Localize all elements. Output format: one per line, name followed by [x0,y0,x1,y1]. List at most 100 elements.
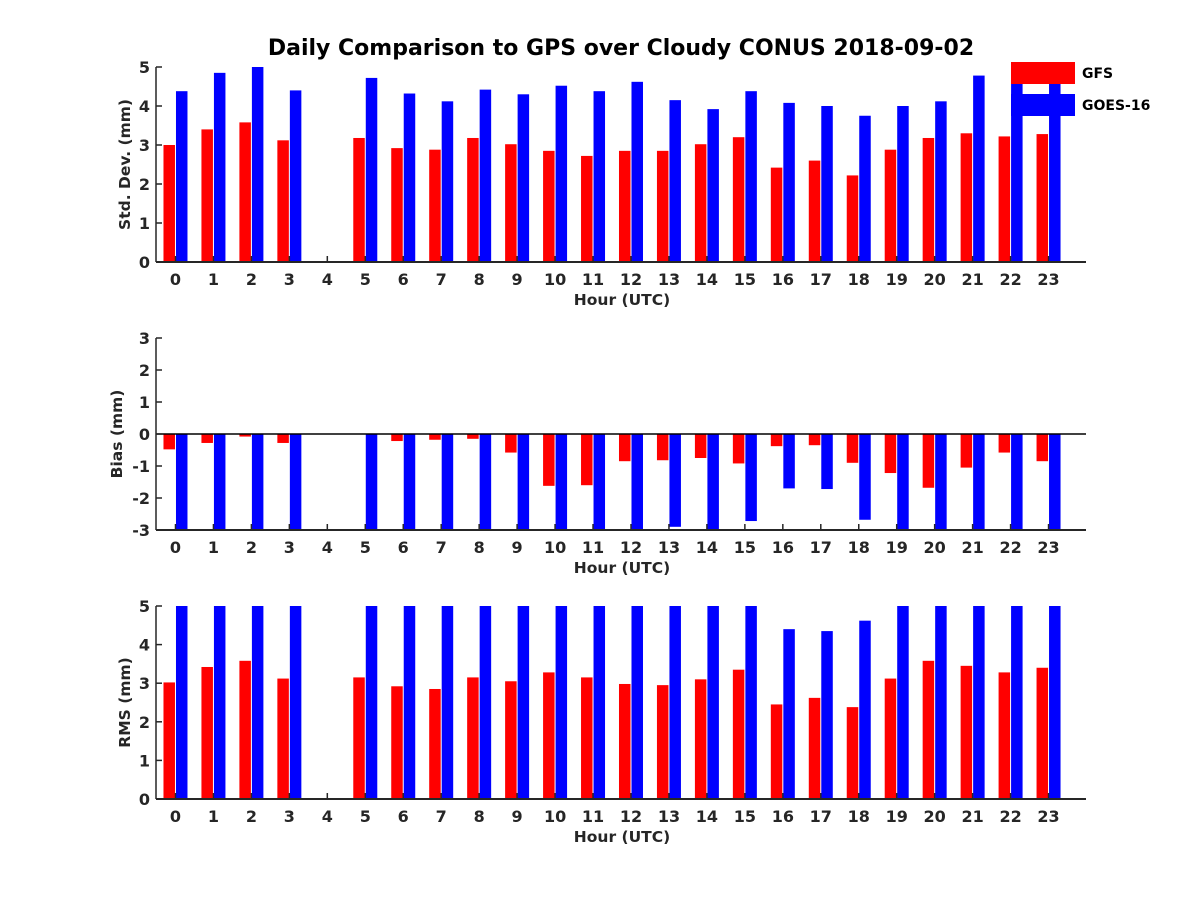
bar-gfs-20 [922,434,935,488]
x-tick-label: 9 [512,270,523,289]
bar-goes-16-5 [365,434,378,530]
bar-goes-16-20 [935,434,947,530]
bar-gfs-13 [656,685,669,799]
bar-goes-16-13 [669,100,681,263]
bar-gfs-1 [201,434,213,443]
bar-gfs-16 [770,704,783,799]
bar-gfs-0 [163,682,175,799]
y-axis-label: Std. Dev. (mm) [116,99,134,230]
x-tick-label: 16 [772,270,794,289]
bar-goes-16-8 [479,434,492,530]
bar-gfs-15 [732,137,745,262]
x-tick-label: 11 [582,807,604,826]
bar-gfs-2 [239,660,251,799]
bar-gfs-12 [618,434,631,462]
bar-goes-16-3 [289,606,302,799]
x-tick-label: 6 [398,807,409,826]
y-tick-label: 2 [139,713,150,732]
bar-goes-16-10 [555,85,568,262]
bar-goes-16-15 [745,91,757,263]
x-tick-label: 3 [284,807,295,826]
bar-gfs-17 [808,697,821,799]
bar-goes-16-9 [517,606,530,799]
x-tick-label: 0 [170,538,181,557]
x-axis-label: Hour (UTC) [574,559,670,577]
bar-goes-16-12 [631,81,643,262]
bar-goes-16-22 [1011,68,1023,262]
bar-gfs-15 [732,434,745,464]
bar-gfs-15 [732,669,745,799]
bar-goes-16-12 [631,434,643,530]
x-tick-label: 17 [810,538,832,557]
x-tick-label: 15 [734,538,756,557]
bar-goes-16-9 [517,434,530,530]
bar-gfs-23 [1036,134,1049,262]
bar-goes-16-0 [175,606,188,799]
x-tick-label: 13 [658,807,680,826]
chart-title: Daily Comparison to GPS over Cloudy CONU… [268,36,974,61]
bar-goes-16-19 [897,106,909,262]
bar-gfs-21 [960,133,973,262]
x-tick-label: 22 [999,807,1021,826]
bar-goes-16-21 [973,75,985,262]
y-tick-label: 3 [139,136,150,155]
x-tick-label: 0 [170,807,181,826]
x-tick-label: 14 [696,270,718,289]
bar-gfs-11 [581,155,593,262]
x-tick-label: 2 [246,807,257,826]
bar-goes-16-17 [821,106,833,262]
bar-goes-16-21 [973,434,985,530]
bar-gfs-3 [277,140,289,262]
x-tick-label: 19 [886,807,908,826]
bar-gfs-16 [770,167,783,262]
bar-goes-16-11 [593,91,606,263]
x-tick-label: 4 [322,807,333,826]
x-tick-label: 1 [208,270,219,289]
bar-goes-16-0 [175,434,188,530]
bar-goes-16-1 [213,606,226,799]
bar-goes-16-11 [593,606,606,799]
x-tick-label: 8 [474,807,485,826]
bar-gfs-2 [239,122,251,262]
bar-gfs-19 [884,678,897,799]
y-tick-label: -1 [132,457,150,476]
bar-gfs-21 [960,434,973,468]
bar-gfs-8 [467,137,479,262]
legend-swatch-gfs [1011,62,1075,84]
bar-goes-16-10 [555,434,568,530]
bar-gfs-8 [467,677,479,799]
bar-gfs-18 [846,175,859,262]
y-tick-label: 3 [139,329,150,348]
x-tick-label: 5 [360,807,371,826]
x-tick-label: 9 [512,807,523,826]
y-tick-label: 0 [139,425,150,444]
x-tick-label: 9 [512,538,523,557]
x-tick-label: 11 [582,538,604,557]
y-tick-label: 1 [139,751,150,770]
x-tick-label: 20 [924,270,946,289]
y-tick-label: 2 [139,361,150,380]
x-tick-label: 12 [620,538,642,557]
x-tick-label: 5 [360,270,371,289]
bar-gfs-11 [581,434,593,486]
x-axis-label: Hour (UTC) [574,291,670,309]
bar-goes-16-2 [251,67,264,262]
bar-gfs-7 [429,434,441,440]
x-tick-label: 21 [961,538,983,557]
x-tick-label: 22 [999,270,1021,289]
bar-goes-16-12 [631,606,643,799]
x-tick-label: 0 [170,270,181,289]
legend-label-gfs: GFS [1082,66,1113,82]
bar-goes-16-6 [403,93,416,263]
bar-gfs-0 [163,145,175,262]
bar-goes-16-6 [403,606,416,799]
bar-goes-16-22 [1011,606,1023,799]
bar-gfs-5 [353,677,365,799]
bar-gfs-2 [239,434,251,437]
y-tick-label: 5 [139,597,150,616]
bar-goes-16-7 [441,434,454,530]
y-tick-label: -3 [132,521,150,540]
